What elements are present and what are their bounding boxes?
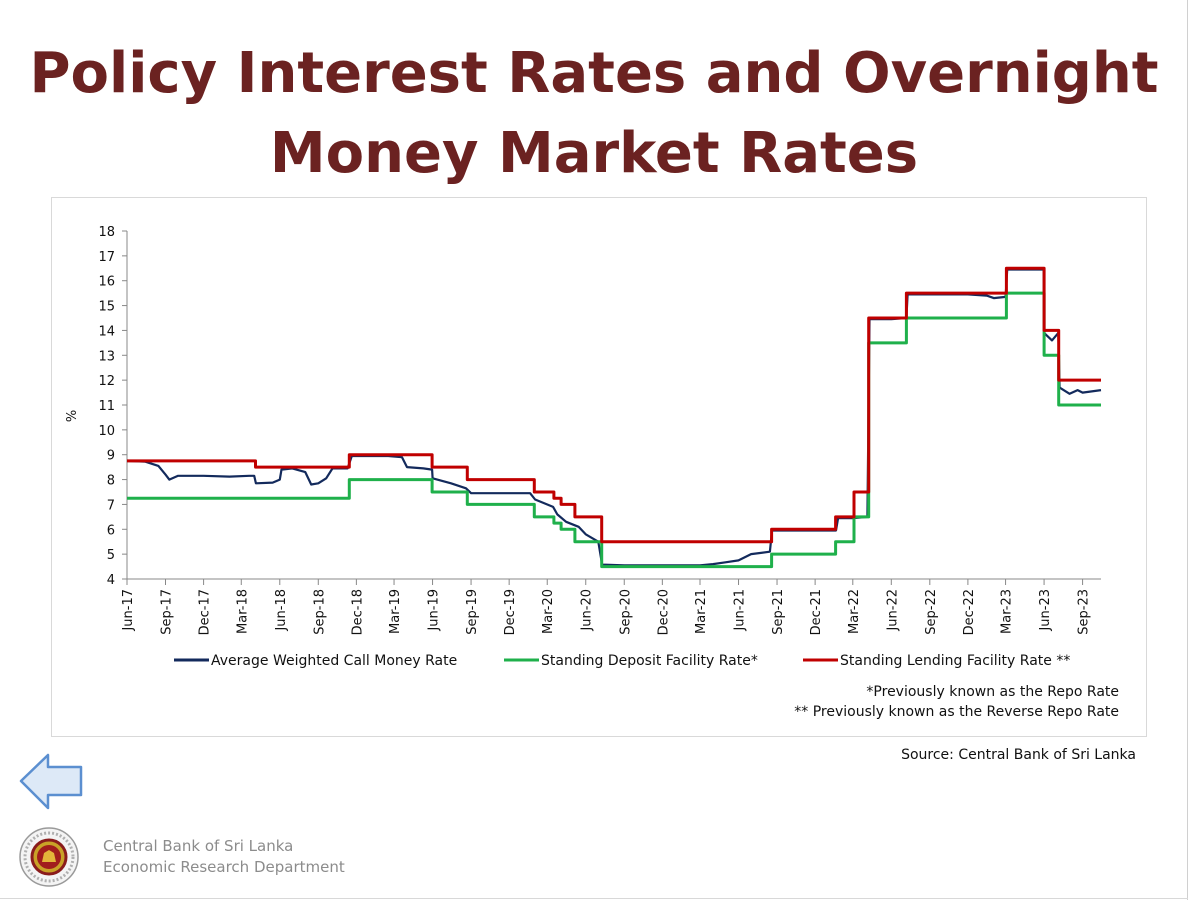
- y-tick-label: 17: [98, 250, 115, 265]
- x-tick-label: Mar-20: [541, 589, 556, 634]
- y-tick-label: 15: [98, 300, 115, 315]
- x-tick-label: Dec-22: [962, 589, 977, 635]
- footer-department: Economic Research Department: [103, 858, 345, 876]
- y-tick-label: 14: [98, 324, 115, 339]
- central-bank-seal-icon: [19, 827, 79, 887]
- y-tick-label: 7: [107, 498, 115, 513]
- x-tick-label: Mar-21: [694, 589, 709, 634]
- y-tick-label: 10: [98, 424, 115, 439]
- x-tick-label: Sep-17: [160, 589, 175, 635]
- x-tick-label: Sep-21: [771, 589, 786, 635]
- x-tick-label: Jun-22: [885, 589, 900, 632]
- chart-frame: 4 5 6 7 8 9 10 11 12 13 14 15 16 17 18% Jun-17 Sep-17 Dec…: [51, 197, 1147, 737]
- footnote-deposit-rate: *Previously known as the Repo Rate: [866, 684, 1119, 700]
- x-tick-label: Jun-19: [427, 589, 442, 632]
- x-tick-label: Mar-23: [1000, 589, 1015, 634]
- x-tick-label: Dec-17: [198, 589, 213, 635]
- series-line-standing-deposit-facility-rate: [127, 291, 1101, 569]
- series-line-average-weighted-call-money-rate: [126, 268, 1102, 567]
- left-arrow-icon[interactable]: [18, 752, 86, 812]
- y-axis-label: %: [65, 410, 80, 422]
- y-tick-label: 11: [98, 399, 115, 414]
- x-tick-label: Jun-23: [1038, 589, 1053, 632]
- footer-bank-name: Central Bank of Sri Lanka: [103, 837, 294, 855]
- y-tick-label: 8: [107, 474, 115, 489]
- page-right-border: [1187, 0, 1188, 900]
- source-note: Source: Central Bank of Sri Lanka: [901, 747, 1136, 763]
- x-tick-label: Sep-18: [312, 589, 327, 635]
- x-tick-label: Sep-23: [1077, 589, 1092, 635]
- x-tick-label: Jun-17: [121, 589, 136, 632]
- y-tick-label: 6: [107, 523, 115, 538]
- title-line-2: Money Market Rates: [269, 121, 919, 186]
- page-title: Policy Interest Rates and Overnight Mone…: [0, 34, 1188, 194]
- y-tick-label: 13: [98, 349, 115, 364]
- x-tick-label: Jun-18: [274, 589, 289, 632]
- x-tick-label: Dec-19: [503, 589, 518, 635]
- x-tick-label: Mar-18: [235, 589, 250, 634]
- y-tick-label: 5: [107, 548, 115, 563]
- y-tick-label: 18: [98, 225, 115, 240]
- series-line-standing-lending-facility-rate: [127, 266, 1101, 544]
- x-tick-label: Dec-21: [809, 589, 824, 635]
- y-tick-label: 16: [98, 275, 115, 290]
- x-tick-label: Mar-22: [847, 589, 862, 634]
- legend-label-average-weighted-call-money-rate: Average Weighted Call Money Rate: [211, 653, 457, 669]
- x-tick-label: Sep-19: [465, 589, 480, 635]
- x-tick-label: Dec-18: [350, 589, 365, 635]
- legend-label-standing-lending-facility-rate: Standing Lending Facility Rate **: [840, 653, 1070, 669]
- y-tick-label: 9: [107, 449, 115, 464]
- x-tick-label: Sep-20: [618, 589, 633, 635]
- title-line-1: Policy Interest Rates and Overnight: [29, 41, 1159, 106]
- x-tick-label: Dec-20: [656, 589, 671, 635]
- x-tick-label: Mar-19: [388, 589, 403, 634]
- footnote-lending-rate: ** Previously known as the Reverse Repo …: [794, 704, 1119, 720]
- chart-svg: 4 5 6 7 8 9 10 11 12 13 14 15 16 17 18% Jun-17 Sep-17 Dec…: [65, 225, 1102, 669]
- footer-text: Central Bank of Sri Lanka Economic Resea…: [103, 836, 345, 878]
- y-tick-label: 12: [98, 374, 115, 389]
- x-tick-label: Jun-21: [733, 589, 748, 632]
- x-tick-label: Sep-22: [924, 589, 939, 635]
- x-tick-label: Jun-20: [580, 589, 595, 632]
- y-tick-label: 4: [107, 573, 115, 588]
- page-bottom-border: [0, 898, 1188, 899]
- legend-label-standing-deposit-facility-rate: Standing Deposit Facility Rate*: [541, 653, 758, 669]
